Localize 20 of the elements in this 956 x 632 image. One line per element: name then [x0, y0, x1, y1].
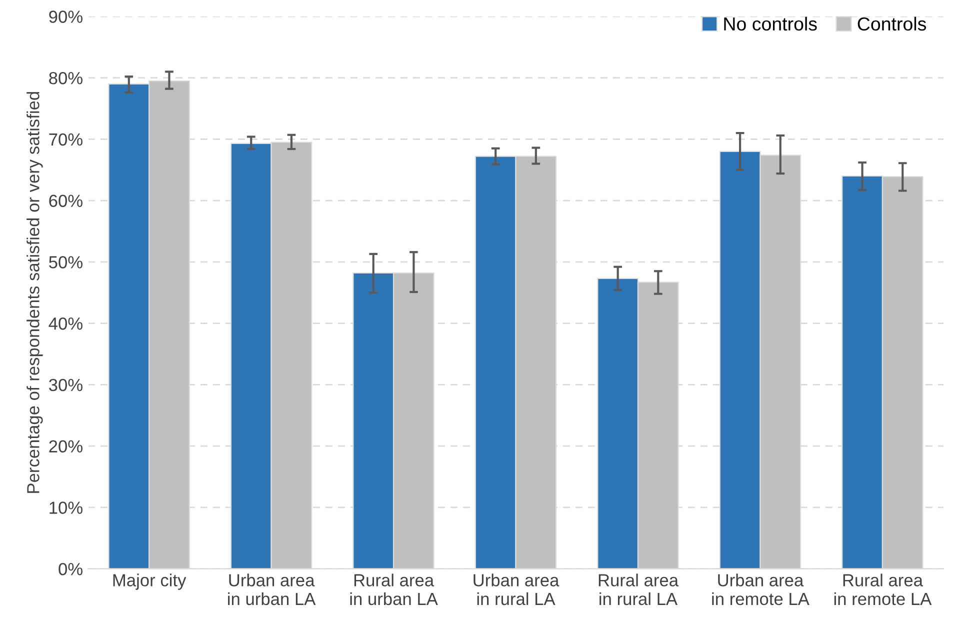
y-tick-label: 0%: [58, 562, 82, 576]
legend-label: Controls: [858, 16, 926, 31]
x-tick-label: Urban area in urban LA: [228, 574, 316, 606]
y-tick-label: 20%: [49, 440, 82, 453]
x-tick-label: Rural area in rural LA: [598, 574, 679, 606]
y-tick-label: 90%: [49, 10, 82, 23]
x-tick-label: Major city: [113, 574, 186, 590]
x-tick-label: Rural area in urban LA: [350, 574, 438, 606]
y-tick-label: 70%: [49, 133, 82, 146]
y-tick-label: 60%: [49, 194, 82, 208]
y-tick-label: 50%: [49, 256, 82, 268]
y-tick-label: 80%: [49, 72, 82, 84]
y-tick-label: 10%: [50, 502, 82, 514]
x-tick-label: Urban area in remote LA: [712, 574, 810, 606]
x-tick-label: Urban area in rural LA: [474, 574, 560, 606]
y-tick-label: 40%: [48, 317, 82, 330]
y-tick-label: 30%: [49, 378, 82, 392]
legend-label: No controls: [724, 16, 817, 31]
x-tick-label: Rural area in remote LA: [834, 574, 932, 606]
y-axis-title: Percentage of respondents satisfied or very satisfied: [26, 92, 43, 493]
